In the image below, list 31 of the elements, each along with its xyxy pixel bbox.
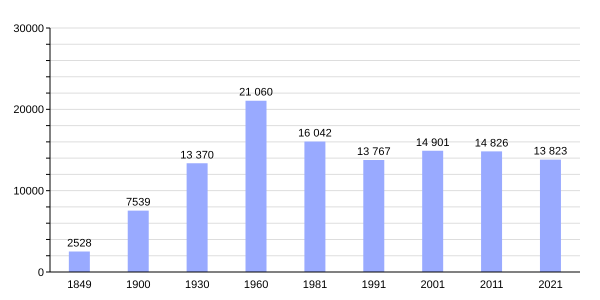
- x-tick-label: 2021: [538, 278, 563, 291]
- bar: [186, 163, 208, 272]
- x-tick-label: 1900: [126, 278, 151, 291]
- data-label: 14 826: [474, 137, 508, 150]
- x-tick-label: 1981: [302, 278, 328, 291]
- bar: [128, 210, 149, 272]
- data-label: 13 823: [534, 146, 568, 158]
- bar: [246, 100, 267, 272]
- y-tick-label: 0: [38, 266, 44, 279]
- data-label: 16 042: [298, 128, 332, 140]
- bar: [68, 251, 90, 272]
- x-tick-label: 1849: [67, 278, 92, 291]
- y-tick-label: 30000: [13, 22, 44, 35]
- bar: [540, 160, 561, 272]
- bar: [481, 151, 502, 272]
- data-label: 13 370: [180, 149, 214, 162]
- y-tick-label: 20000: [13, 104, 44, 116]
- bar: [422, 150, 444, 272]
- y-tick-label: 10000: [13, 186, 44, 198]
- x-tick-label: 1960: [244, 278, 268, 291]
- x-tick-label: 1930: [184, 278, 210, 291]
- x-tick-label: 2001: [420, 278, 446, 291]
- data-label: 7539: [126, 196, 150, 209]
- x-tick-label: 2011: [480, 278, 504, 291]
- data-label: 13 767: [356, 146, 391, 158]
- data-label: 2528: [67, 237, 92, 250]
- data-label: 14 901: [416, 136, 450, 149]
- x-tick-label: 1991: [362, 278, 386, 291]
- bar: [363, 160, 384, 272]
- data-label: 21 060: [239, 86, 273, 99]
- bar: [304, 142, 326, 272]
